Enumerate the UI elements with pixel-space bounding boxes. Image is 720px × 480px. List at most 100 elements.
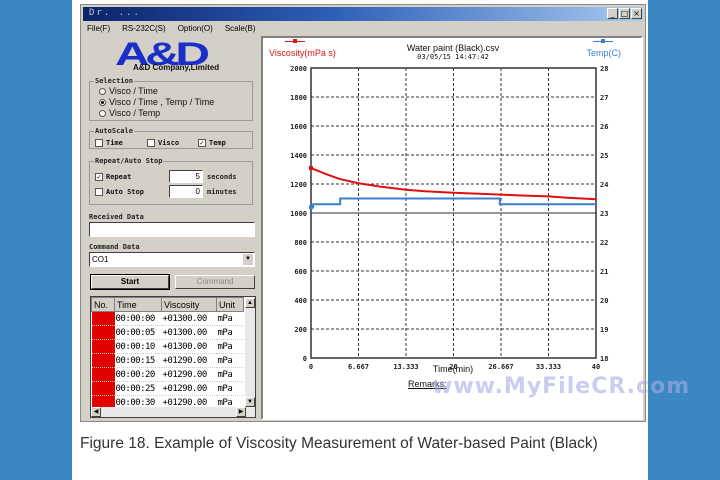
- svg-text:800: 800: [294, 239, 307, 247]
- column-header-no[interactable]: No.: [91, 297, 115, 312]
- radio-label: Visco / Time: [109, 86, 158, 96]
- checkbox-icon: [95, 188, 103, 196]
- cell-time: 00:00:25: [114, 381, 162, 396]
- repeat-seconds-input[interactable]: 5: [169, 170, 203, 183]
- radio-icon: [99, 87, 106, 95]
- watermark: www.MyFileCR.com: [432, 374, 691, 399]
- scroll-left-icon[interactable]: ◀: [91, 407, 101, 417]
- minimize-button[interactable]: _: [607, 8, 618, 19]
- command-button[interactable]: Command: [175, 275, 255, 289]
- cell-unit: mPa: [216, 325, 244, 340]
- checkbox-label: Auto Stop: [106, 188, 144, 196]
- checkbox-auto-stop[interactable]: Auto Stop: [95, 188, 144, 196]
- svg-text:13.333: 13.333: [393, 363, 418, 371]
- svg-text:22: 22: [600, 239, 608, 247]
- svg-text:1400: 1400: [290, 152, 307, 160]
- checkbox-temp[interactable]: ✓ Temp: [198, 139, 226, 147]
- vertical-scrollbar[interactable]: ▲ ▼: [245, 297, 255, 417]
- viscosity-axis-label: Viscosity(mPa s): [269, 48, 336, 58]
- menu-option[interactable]: Option(O): [177, 24, 213, 33]
- svg-text:0: 0: [309, 363, 313, 371]
- svg-text:1200: 1200: [290, 181, 307, 189]
- checkbox-label: Time: [106, 139, 123, 147]
- temp-legend-marker: [601, 39, 605, 43]
- svg-text:40: 40: [592, 363, 600, 371]
- cell-time: 00:00:05: [114, 325, 162, 340]
- table-row[interactable]: 00:00:20 +01290.00 mPa: [91, 367, 244, 382]
- checkmark-icon: ✓: [95, 173, 103, 181]
- svg-text:200: 200: [294, 326, 307, 334]
- svg-text:25: 25: [600, 152, 608, 160]
- cell-viscosity: +01300.00: [161, 325, 217, 340]
- checkbox-icon: [147, 139, 155, 147]
- repeat-legend: Repeat/Auto Stop: [95, 157, 163, 165]
- radio-visco-time[interactable]: Visco / Time: [99, 86, 158, 96]
- maximize-button[interactable]: □: [619, 8, 630, 19]
- control-panel: A&D A&D Company,Limited Selection Visco …: [85, 37, 259, 419]
- start-button[interactable]: Start: [90, 274, 170, 290]
- scroll-right-icon[interactable]: ▶: [236, 407, 246, 417]
- svg-text:27: 27: [600, 94, 608, 102]
- horizontal-scrollbar[interactable]: ◀ ▶: [91, 407, 246, 417]
- auto-stop-minutes-input[interactable]: 0: [169, 185, 203, 198]
- table-row[interactable]: 00:00:10 +01300.00 mPa: [91, 339, 244, 354]
- selection-group: Selection: [89, 77, 253, 121]
- checkbox-time[interactable]: Time: [95, 139, 123, 147]
- checkbox-label: Visco: [158, 139, 180, 147]
- app-window: Dr. ... _ □ × File(F) RS-232C(S) Option(…: [80, 4, 646, 422]
- x-axis-label: Time(min): [432, 364, 474, 374]
- radio-visco-temp-time[interactable]: Visco / Time , Temp / Time: [99, 97, 214, 107]
- cell-unit: mPa: [216, 367, 244, 382]
- svg-text:20: 20: [600, 297, 608, 305]
- title-bar: Dr. ... _ □ ×: [83, 7, 643, 21]
- received-data-field[interactable]: [89, 222, 255, 237]
- menu-scale[interactable]: Scale(B): [224, 24, 256, 33]
- radio-label: Visco / Time , Temp / Time: [109, 97, 215, 107]
- cell-viscosity: +01300.00: [161, 339, 217, 354]
- cell-time: 00:00:00: [114, 311, 162, 326]
- checkbox-icon: [95, 139, 103, 147]
- svg-text:600: 600: [294, 268, 307, 276]
- table-row[interactable]: 00:00:25 +01290.00 mPa: [91, 381, 244, 396]
- svg-text:21: 21: [600, 268, 608, 276]
- column-header-time[interactable]: Time: [114, 297, 162, 312]
- temp-axis-label: Temp(C): [586, 48, 621, 58]
- svg-text:6.667: 6.667: [348, 363, 369, 371]
- column-header-viscosity[interactable]: Viscosity: [161, 297, 217, 312]
- column-header-unit[interactable]: Unit: [216, 297, 244, 312]
- cell-time: 00:00:10: [114, 339, 162, 354]
- row-number: [91, 311, 115, 326]
- checkbox-repeat[interactable]: ✓ Repeat: [95, 173, 131, 181]
- cell-viscosity: +01290.00: [161, 353, 217, 368]
- svg-text:20: 20: [449, 363, 457, 371]
- scroll-down-icon[interactable]: ▼: [245, 397, 255, 407]
- svg-text:33.333: 33.333: [536, 363, 561, 371]
- figure-caption: Figure 18. Example of Viscosity Measurem…: [80, 435, 598, 452]
- brand-logo: A&D: [115, 36, 210, 72]
- chart-grid: [311, 68, 596, 358]
- close-button[interactable]: ×: [631, 8, 642, 19]
- table-row[interactable]: 00:00:30 +01290.00 mPa: [91, 395, 244, 410]
- menu-file[interactable]: File(F): [87, 24, 111, 33]
- row-number: [91, 325, 115, 340]
- chevron-down-icon[interactable]: ▼: [243, 254, 253, 265]
- checkbox-label: Temp: [209, 139, 226, 147]
- autoscale-legend: AutoScale: [95, 127, 133, 135]
- chart-title: Water paint (Black).csv: [406, 43, 500, 53]
- menu-rs232c[interactable]: RS-232C(S): [122, 24, 166, 33]
- table-row[interactable]: 00:00:15 +01290.00 mPa: [91, 353, 244, 368]
- cell-time: 00:00:15: [114, 353, 162, 368]
- chart-panel: 0 200 400 600 800 1000 1200 1400 1600 1800 2000 18 1…: [261, 36, 643, 420]
- radio-label: Visco / Temp: [109, 108, 161, 118]
- radio-visco-temp[interactable]: Visco / Temp: [99, 108, 160, 118]
- table-row[interactable]: 00:00:05 +01300.00 mPa: [91, 325, 244, 340]
- svg-text:18: 18: [600, 355, 608, 363]
- cell-viscosity: +01290.00: [161, 381, 217, 396]
- chart-datetime: 03/05/15 14:47:42: [417, 53, 489, 61]
- viscosity-legend-marker: [293, 39, 297, 43]
- scroll-up-icon[interactable]: ▲: [245, 298, 255, 308]
- checkbox-visco[interactable]: Visco: [147, 139, 179, 147]
- cell-viscosity: +01290.00: [161, 367, 217, 382]
- table-row[interactable]: 00:00:00 +01300.00 mPa: [91, 311, 244, 326]
- command-data-select[interactable]: CO1 ▼: [89, 252, 255, 267]
